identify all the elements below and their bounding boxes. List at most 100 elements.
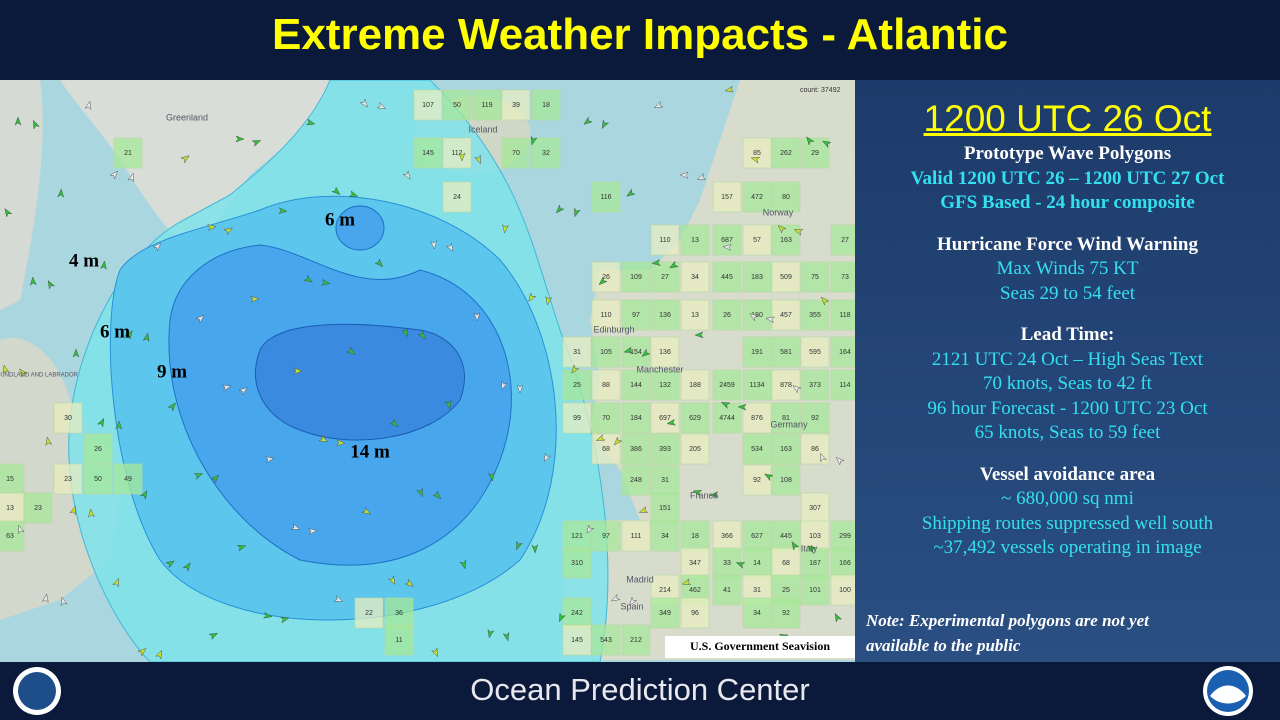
- grid-cell-box: [591, 299, 621, 331]
- grid-cell-box: [621, 464, 651, 496]
- vessel: [651, 259, 661, 266]
- grid-cell-label: 214: [659, 587, 671, 594]
- vessel: [696, 173, 707, 180]
- vessel: [516, 384, 524, 394]
- vessel: [626, 188, 636, 197]
- grid-cell-box: [650, 464, 680, 496]
- grid-cell-label: 92: [782, 610, 790, 617]
- grid-cell-label: 132: [659, 382, 671, 389]
- grid-cell: 191: [742, 336, 772, 368]
- grid-cell: 99: [562, 402, 592, 434]
- grid-cell: 299: [830, 520, 855, 552]
- vessel: [265, 456, 275, 464]
- grid-cell: 386: [621, 433, 651, 465]
- grid-cell: 36: [384, 597, 414, 629]
- vessel: [750, 156, 761, 164]
- grid-cell-box: [680, 402, 710, 434]
- note: Note: Experimental polygons are not yet …: [866, 608, 1149, 658]
- section-line: Shipping routes suppressed well south: [921, 512, 1214, 534]
- vessel: [348, 190, 359, 197]
- vessel: [709, 491, 719, 498]
- grid-cell-label: 29: [811, 150, 819, 157]
- section-heading: Lead Time:: [1020, 324, 1115, 345]
- grid-cell-label: 2459: [719, 382, 735, 389]
- grid-cell: 13: [680, 224, 710, 256]
- grid-cell-box: [771, 181, 801, 213]
- vessel: [502, 631, 510, 642]
- grid-cell: 18: [531, 89, 561, 121]
- vessel: [501, 380, 508, 391]
- place-name: Iceland: [468, 124, 497, 134]
- place-name: France: [690, 490, 718, 500]
- footer-title: Ocean Prediction Center: [470, 672, 810, 707]
- grid-cell-box: [830, 336, 855, 368]
- grid-cell-label: 18: [691, 533, 699, 540]
- vessel: [308, 528, 318, 535]
- grid-cell-box: [531, 89, 561, 121]
- grid-cell: 347: [680, 547, 710, 579]
- section-line: 65 knots, Seas to 59 feet: [974, 422, 1161, 443]
- grid-cell: 876: [742, 402, 772, 434]
- grid-cell-label: 11: [395, 637, 402, 644]
- grid-cell: 81: [771, 402, 801, 434]
- vessel: [374, 258, 384, 268]
- vessel: [208, 632, 219, 641]
- grid-cell-label: 188: [689, 382, 701, 389]
- grid-cell: 109: [621, 261, 651, 293]
- grid-cell: 34: [680, 261, 710, 293]
- grid-cell: 164: [830, 336, 855, 368]
- grid-cell-label: 22: [365, 610, 373, 617]
- grid-cell-box: [384, 597, 414, 629]
- vessel: [14, 116, 22, 126]
- grid-cell-box: [562, 624, 592, 656]
- grid-cell-box: [501, 137, 531, 169]
- vessel: [4, 208, 13, 218]
- vessel: [41, 593, 49, 603]
- grid-cell: 136: [650, 336, 680, 368]
- grid-cell-label: 462: [689, 587, 701, 594]
- grid-cell-label: 373: [809, 382, 821, 389]
- contour-label: 9 m: [157, 361, 187, 382]
- grid-cell-label: 50: [94, 476, 102, 483]
- grid-cell-box: [591, 520, 621, 552]
- grid-cell: 88: [591, 369, 621, 401]
- grid-cell-box: [621, 299, 651, 331]
- vessel: [303, 274, 313, 283]
- grid-cell: 21: [113, 137, 143, 169]
- vessel: [764, 473, 774, 482]
- section-line: Seas 29 to 54 feet: [999, 282, 1136, 304]
- grid-cell-label: 100: [839, 587, 851, 594]
- grid-cell-label: 310: [571, 560, 583, 567]
- grid-cell-label: 63: [6, 533, 14, 540]
- grid-cell-box: [650, 402, 680, 434]
- vessel: [530, 135, 538, 146]
- grid-cell: 25: [562, 369, 592, 401]
- grid-cell-label: 108: [780, 477, 792, 484]
- grid-cell-box: [0, 520, 25, 552]
- grid-cell: 68: [771, 547, 801, 579]
- grid-cell: 242: [562, 597, 592, 629]
- grid-cell-label: 299: [839, 533, 851, 540]
- grid-cell-label: 13: [691, 237, 699, 244]
- vessel: [180, 155, 190, 164]
- grid-cell-box: [771, 369, 801, 401]
- vessel: [474, 154, 481, 165]
- footer: Ocean Prediction Center: [0, 662, 1280, 720]
- grid-cell: 15: [0, 463, 25, 495]
- grid-cell: 11: [384, 624, 414, 656]
- vessel: [221, 384, 232, 392]
- vessel: [666, 418, 677, 426]
- vessel: [807, 545, 817, 554]
- grid-cell: 26: [83, 433, 113, 465]
- grid-cell: 50: [83, 463, 113, 495]
- grid-cell-label: 14: [753, 560, 761, 567]
- grid-cell: 1134: [742, 369, 772, 401]
- grid-cell-label: 70: [602, 415, 610, 422]
- grid-cell-label: 111: [631, 533, 642, 540]
- vessel: [820, 452, 827, 463]
- grid-cell-label: 118: [839, 312, 850, 319]
- grid-cell-label: 687: [721, 237, 733, 244]
- grid-cell-label: 68: [602, 446, 610, 453]
- grid-cell-box: [771, 597, 801, 629]
- vessel: [127, 172, 134, 183]
